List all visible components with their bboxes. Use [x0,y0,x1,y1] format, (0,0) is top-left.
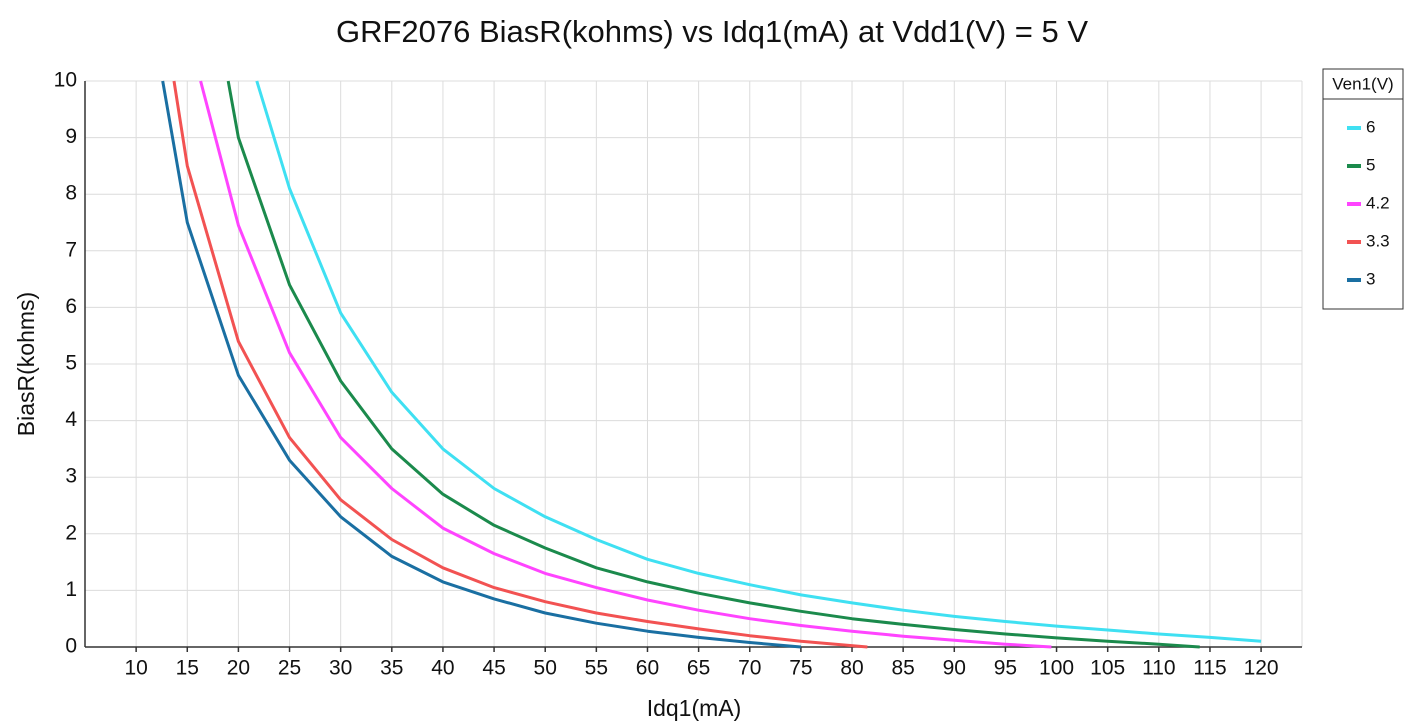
legend-label: 6 [1366,117,1375,136]
x-tick-label: 95 [994,657,1017,680]
y-tick-label: 0 [65,635,77,658]
legend-label: 4.2 [1366,193,1390,212]
x-tick-label: 35 [380,657,403,680]
legend-label: 5 [1366,155,1375,174]
x-tick-label: 65 [687,657,710,680]
data-line [199,80,1052,649]
legend-label: 3 [1366,269,1375,288]
legend-label: 3.3 [1366,231,1390,250]
x-tick-label: 75 [789,657,812,680]
x-tick-label: 80 [840,657,863,680]
legend-box [1322,68,1404,310]
x-tick-label: 100 [1039,657,1074,680]
data-line [172,80,868,649]
x-tick-label: 50 [534,657,557,680]
y-tick-label: 7 [65,238,77,261]
y-tick-label: 2 [65,521,77,544]
y-tick-label: 10 [54,69,77,92]
x-tick-label: 85 [891,657,914,680]
y-axis-label: BiasR(kohms) [13,292,39,436]
y-tick-label: 3 [65,465,77,488]
x-tick-label: 30 [329,657,352,680]
x-tick-label: 45 [482,657,505,680]
legend-title: Ven1(V) [1332,74,1393,93]
x-tick-label: 55 [585,657,608,680]
x-tick-label: 120 [1244,657,1279,680]
x-tick-label: 10 [124,657,147,680]
x-tick-label: 15 [176,657,199,680]
x-tick-label: 25 [278,657,301,680]
x-axis-label: Idq1(mA) [647,695,742,721]
y-tick-label: 5 [65,352,77,375]
y-tick-label: 6 [65,295,77,318]
y-tick-label: 1 [65,578,77,601]
x-tick-label: 115 [1193,657,1226,680]
x-tick-label: 70 [738,657,761,680]
x-tick-label: 60 [636,657,659,680]
y-tick-label: 4 [65,408,77,431]
x-tick-label: 105 [1090,657,1125,680]
x-tick-label: 40 [431,657,454,680]
x-tick-label: 20 [227,657,250,680]
x-tick-label: 110 [1142,657,1175,680]
data-line [226,80,1200,649]
y-tick-label: 9 [65,125,77,148]
data-line [161,80,802,649]
x-tick-label: 90 [943,657,966,680]
chart-title: GRF2076 BiasR(kohms) vs Idq1(mA) at Vdd1… [336,14,1088,49]
y-tick-label: 8 [65,182,77,205]
data-line [255,80,1262,643]
